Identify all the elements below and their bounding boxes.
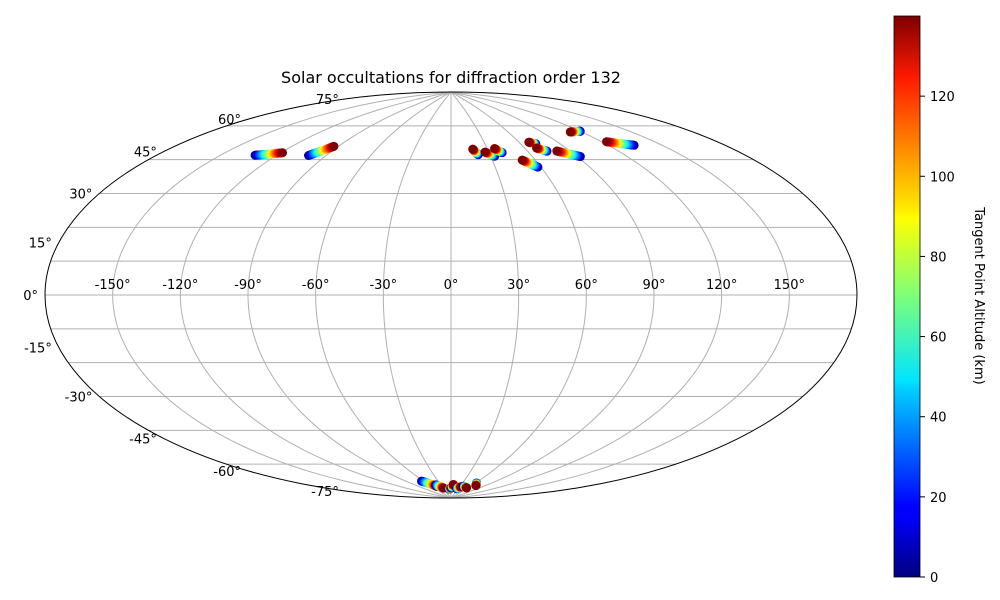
occultation-track [565, 126, 585, 137]
occultation-track [471, 478, 482, 491]
data-point [468, 144, 478, 154]
data-point [565, 127, 575, 137]
longitude-tick-label: 0° [444, 278, 459, 293]
latitude-tick-label: -75° [311, 485, 339, 500]
longitude-tick-label: -60° [302, 278, 330, 293]
longitude-tick-label: 90° [642, 278, 665, 293]
colorbar-tick-label: 40 [930, 411, 947, 426]
longitude-tick-label: 30° [507, 278, 530, 293]
occultation-track [532, 143, 552, 156]
data-point [602, 137, 612, 147]
data-point [532, 143, 542, 153]
colorbar-tick-label: 20 [930, 491, 947, 506]
longitude-tick-label: -30° [369, 278, 397, 293]
data-point [480, 147, 490, 157]
colorbar-tick-label: 120 [930, 90, 955, 105]
colorbar-tick-label: 100 [930, 170, 955, 185]
data-point [490, 144, 500, 154]
colorbar-label: Tangent Point Altitude (km) [971, 206, 986, 384]
data-point [524, 137, 534, 147]
chart-title: Solar occultations for diffraction order… [281, 68, 621, 87]
latitude-tick-labels: 75° 60° 45° 30° 15° 0° -15° -30° -45° -60° -75° [23, 93, 339, 500]
latitude-tick-label: 15° [29, 236, 52, 251]
occultation-track [552, 146, 585, 162]
latitude-tick-label: 30° [69, 188, 92, 203]
data-point [329, 141, 339, 151]
longitude-tick-label: -150° [95, 278, 131, 293]
colorbar-ticks: 0 20 40 60 80 100 120 [920, 90, 955, 586]
longitude-tick-label: 60° [575, 278, 598, 293]
occultation-track [250, 148, 288, 160]
longitude-tick-label: -90° [234, 278, 262, 293]
longitude-tick-label: 120° [706, 278, 737, 293]
occultation-track [459, 481, 472, 493]
data-point [471, 481, 481, 491]
latitude-tick-label: -60° [213, 465, 241, 480]
longitude-tick-label: 150° [774, 278, 805, 293]
occultation-points [250, 126, 639, 494]
occultation-track [304, 141, 339, 160]
colorbar [893, 15, 921, 578]
occultation-track [517, 155, 543, 172]
data-point [552, 146, 562, 156]
latitude-tick-label: 0° [23, 289, 38, 304]
occultation-track [490, 144, 507, 158]
latitude-tick-label: 75° [316, 93, 339, 108]
occultation-track [602, 137, 639, 150]
longitude-tick-labels: -150° -120° -90° -60° -30° 0° 30° 60° 90° 120° 150… [95, 278, 805, 293]
longitude-tick-label: -120° [162, 278, 198, 293]
data-point [517, 155, 527, 165]
data-point [462, 483, 472, 493]
occultation-track [431, 480, 449, 493]
occultation-track [468, 144, 483, 160]
colorbar-tick-label: 80 [930, 250, 947, 265]
latitude-tick-label: 60° [218, 113, 241, 128]
plot-boundary [44, 91, 858, 499]
latitude-tick-label: -15° [24, 342, 52, 357]
data-point [278, 148, 288, 158]
colorbar-tick-label: 60 [930, 331, 947, 346]
latitude-tick-label: 45° [134, 145, 157, 160]
latitude-tick-label: -45° [129, 433, 157, 448]
latitude-tick-label: -30° [65, 391, 93, 406]
colorbar-tick-label: 0 [930, 571, 938, 586]
occultation-track [524, 137, 541, 149]
